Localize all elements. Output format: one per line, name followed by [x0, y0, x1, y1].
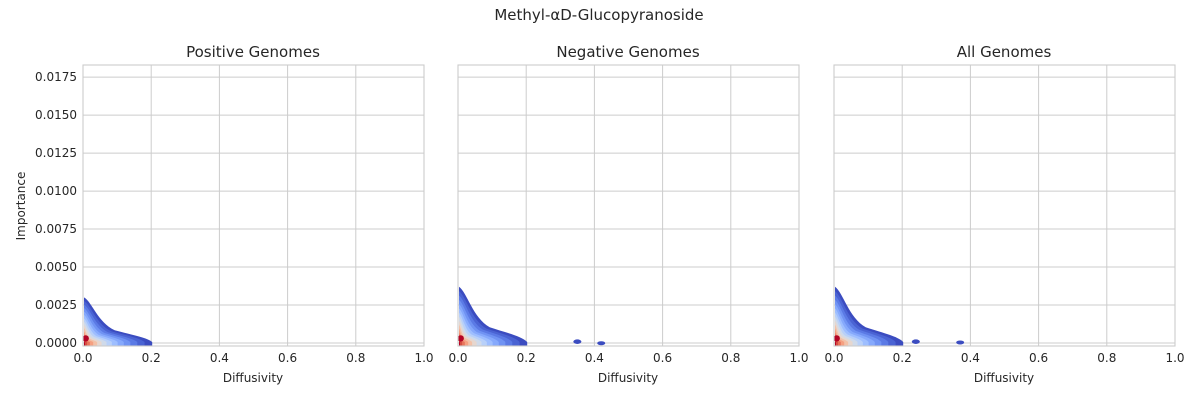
x-tick-label: 0.4	[210, 351, 229, 365]
x-axis-label: Diffusivity	[974, 371, 1034, 385]
x-tick-label: 0.4	[585, 351, 604, 365]
x-tick-label: 1.0	[414, 351, 433, 365]
y-tick-label: 0.0000	[35, 336, 77, 350]
x-axis-label: Diffusivity	[223, 371, 283, 385]
panel-grid	[82, 65, 425, 346]
y-tick-label: 0.0025	[35, 298, 77, 312]
contour-level	[835, 339, 836, 346]
x-tick-labels: 0.0 0.2 0.4 0.6 0.8 1.0	[73, 351, 433, 365]
x-tick-label: 0.4	[961, 351, 980, 365]
panel-all-genomes: All Genomes 0.0 0.2 0.4 0.6 0.8 1.0 Diffusivi…	[824, 43, 1184, 385]
x-tick-label: 0.8	[1097, 351, 1116, 365]
panel-negative-genomes: Negative Genomes 0.0 0.2 0.4 0.6 0.8 1.0 Diff…	[448, 43, 808, 385]
density-peak	[82, 335, 89, 342]
y-tick-label: 0.0100	[35, 184, 77, 198]
panel-grid	[833, 65, 1176, 346]
panel-frame	[833, 64, 1176, 347]
panel-title: Negative Genomes	[556, 43, 699, 61]
x-tick-label: 0.6	[278, 351, 297, 365]
y-tick-label: 0.0175	[35, 70, 77, 84]
x-tick-labels: 0.0 0.2 0.4 0.6 0.8 1.0	[824, 351, 1184, 365]
panel-frame	[82, 64, 425, 347]
contour-level	[459, 339, 460, 346]
contour-blob	[573, 339, 582, 344]
x-tick-labels: 0.0 0.2 0.4 0.6 0.8 1.0	[448, 351, 808, 365]
x-tick-label: 0.6	[653, 351, 672, 365]
x-tick-label: 1.0	[1165, 351, 1184, 365]
x-axis-label: Diffusivity	[598, 371, 658, 385]
density-contours	[82, 297, 153, 346]
panel-positive-genomes: Positive Genomes 0.0 0.2 0.4 0.6 0.8 1.0 0.00…	[14, 43, 434, 385]
contour-blob	[597, 341, 606, 346]
x-tick-label: 0.2	[517, 351, 536, 365]
contour-blob	[911, 339, 920, 344]
figure-suptitle: Methyl-αD-Glucopyranoside	[494, 6, 703, 24]
y-tick-label: 0.0050	[35, 260, 77, 274]
x-tick-label: 1.0	[789, 351, 808, 365]
contour-blob	[956, 340, 965, 345]
density-peak	[833, 335, 840, 342]
panel-title: All Genomes	[957, 43, 1052, 61]
x-tick-label: 0.8	[721, 351, 740, 365]
y-tick-label: 0.0125	[35, 146, 77, 160]
density-peak	[457, 335, 464, 342]
x-tick-label: 0.0	[73, 351, 92, 365]
x-tick-label: 0.0	[448, 351, 467, 365]
panel-frame	[457, 64, 800, 347]
density-contours	[833, 286, 965, 346]
x-tick-label: 0.8	[346, 351, 365, 365]
x-tick-label: 0.2	[142, 351, 161, 365]
contour-level	[84, 340, 85, 346]
panel-title: Positive Genomes	[186, 43, 320, 61]
x-tick-label: 0.6	[1029, 351, 1048, 365]
x-tick-label: 0.2	[893, 351, 912, 365]
x-tick-label: 0.0	[824, 351, 843, 365]
y-tick-labels: 0.0000 0.0025 0.0050 0.0075 0.0100 0.0125 0.01…	[35, 70, 77, 350]
y-axis-label: Importance	[14, 172, 28, 241]
y-tick-label: 0.0075	[35, 222, 77, 236]
y-tick-label: 0.0150	[35, 108, 77, 122]
density-contours	[457, 286, 606, 346]
panel-grid	[457, 65, 800, 346]
